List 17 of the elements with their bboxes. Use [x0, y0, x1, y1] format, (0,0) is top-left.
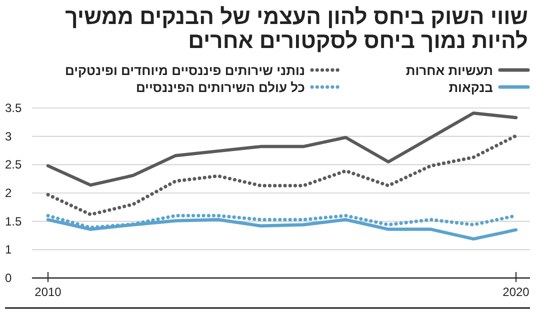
y-tick-label: 1 [5, 242, 12, 257]
line-series [46, 218, 518, 240]
legend-label: תעשיות אחרות [406, 63, 493, 78]
y-tick-label: 2.5 [5, 158, 22, 172]
x-tick-label: 2020 [502, 285, 530, 299]
chart-title: שווי השוק ביחס להון העצמי של הבנקים ממשיך להיות נמוך ביחס לסקטורים אחרים [65, 4, 528, 53]
y-tick-label: 3 [5, 129, 12, 144]
x-tick-label: 2010 [34, 285, 62, 299]
y-tick-label: 1.5 [5, 214, 22, 228]
legend-label: בנקאות [448, 80, 493, 95]
legend-label: נותני שירותים פיננסיים מיוחדים ופינטקים [65, 63, 305, 78]
y-tick-label: 2 [5, 186, 12, 200]
legend-label: כל עולם השירותים הפיננסיים [136, 80, 305, 95]
line-series [46, 112, 518, 187]
y-tick-label: 0 [5, 271, 12, 285]
line-series [46, 134, 518, 216]
y-tick-label: 3.5 [5, 101, 22, 115]
